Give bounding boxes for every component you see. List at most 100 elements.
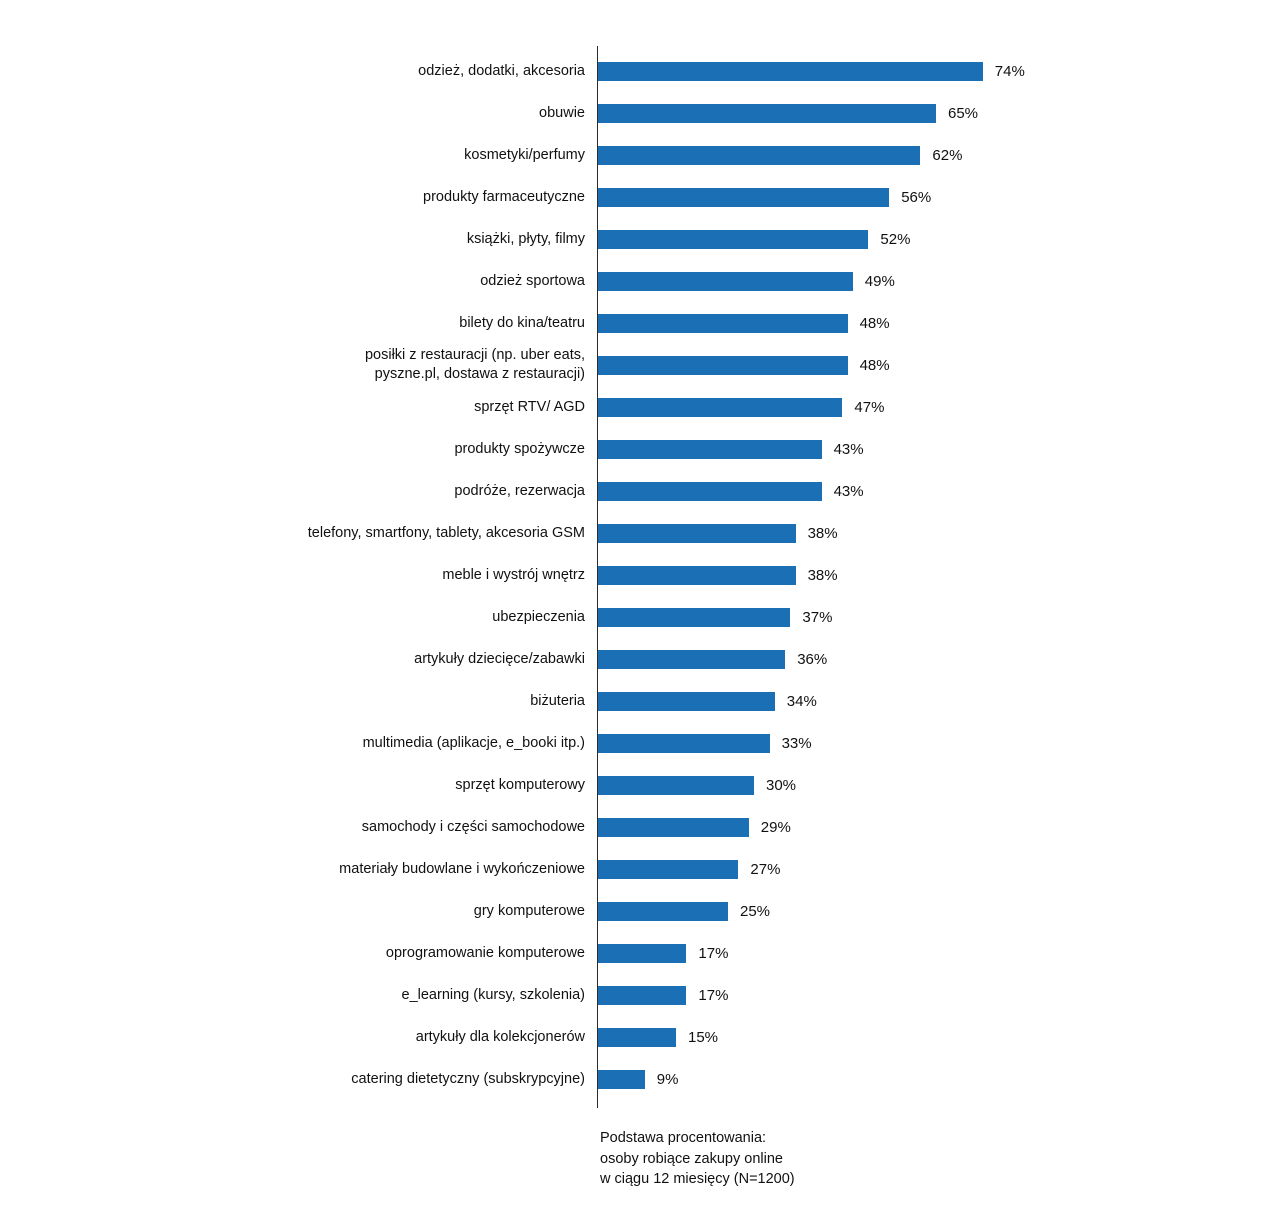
- chart-row: artykuły dziecięce/zabawki 36%: [0, 638, 1280, 680]
- value-label: 37%: [802, 608, 833, 626]
- chart-row: książki, płyty, filmy 52%: [0, 218, 1280, 260]
- bar-area: 15%: [598, 1016, 1280, 1058]
- chart-row: biżuteria 34%: [0, 680, 1280, 722]
- bar: [598, 817, 749, 837]
- value-label: 34%: [786, 692, 817, 710]
- bar-area: 48%: [598, 302, 1280, 344]
- bar: [598, 145, 921, 165]
- bar-area: 62%: [598, 134, 1280, 176]
- bar: [598, 313, 848, 333]
- bar-area: 17%: [598, 932, 1280, 974]
- bar: [598, 103, 936, 123]
- value-label: 17%: [698, 986, 729, 1004]
- bar-area: 38%: [598, 554, 1280, 596]
- bar-area: 52%: [598, 218, 1280, 260]
- bar: [598, 187, 890, 207]
- chart-row: obuwie 65%: [0, 92, 1280, 134]
- bar-area: 9%: [598, 1058, 1280, 1100]
- value-label: 27%: [750, 860, 781, 878]
- category-label: materiały budowlane i wykończeniowe: [339, 860, 585, 877]
- category-label: meble i wystrój wnętrz: [442, 566, 585, 583]
- bar: [598, 775, 754, 795]
- bar-area: 56%: [598, 176, 1280, 218]
- category-label: książki, płyty, filmy: [466, 230, 585, 247]
- bar-area: 25%: [598, 890, 1280, 932]
- value-label: 43%: [833, 482, 864, 500]
- chart-row: odzież, dodatki, akcesoria 74%: [0, 50, 1280, 92]
- bar-area: 43%: [598, 428, 1280, 470]
- chart-row: podróże, rezerwacja 43%: [0, 470, 1280, 512]
- value-label: 74%: [994, 62, 1025, 80]
- category-label: telefony, smartfony, tablety, akcesoria …: [307, 524, 585, 541]
- chart-rows: odzież, dodatki, akcesoria 74% obuwie 65…: [0, 50, 1280, 1100]
- bar: [598, 691, 775, 711]
- category-label: ubezpieczenia: [492, 608, 585, 625]
- category-label: biżuteria: [530, 692, 585, 709]
- bar-area: 65%: [598, 92, 1280, 134]
- bar-area: 36%: [598, 638, 1280, 680]
- value-label: 36%: [797, 650, 828, 668]
- chart-row: produkty spożywcze 43%: [0, 428, 1280, 470]
- category-label: artykuły dziecięce/zabawki: [414, 650, 585, 667]
- chart-row: produkty farmaceutyczne 56%: [0, 176, 1280, 218]
- bar-area: 27%: [598, 848, 1280, 890]
- category-label: samochody i części samochodowe: [361, 818, 585, 835]
- value-label: 48%: [859, 314, 890, 332]
- bar-area: 48%: [598, 344, 1280, 386]
- bar: [598, 859, 739, 879]
- category-label: bilety do kina/teatru: [459, 314, 585, 331]
- chart-row: meble i wystrój wnętrz 38%: [0, 554, 1280, 596]
- chart-row: sprzęt komputerowy 30%: [0, 764, 1280, 806]
- bar-area: 29%: [598, 806, 1280, 848]
- chart-row: catering dietetyczny (subskrypcyjne) 9%: [0, 1058, 1280, 1100]
- value-label: 30%: [766, 776, 797, 794]
- bar: [598, 733, 770, 753]
- chart-row: multimedia (aplikacje, e_booki itp.) 33%: [0, 722, 1280, 764]
- bar: [598, 943, 687, 963]
- chart-row: odzież sportowa 49%: [0, 260, 1280, 302]
- bar: [598, 271, 853, 291]
- category-label: obuwie: [539, 104, 585, 121]
- bar: [598, 481, 822, 501]
- bar-area: 17%: [598, 974, 1280, 1016]
- bar: [598, 355, 848, 375]
- value-label: 17%: [698, 944, 729, 962]
- bar: [598, 61, 983, 81]
- bar-area: 49%: [598, 260, 1280, 302]
- category-label: sprzęt komputerowy: [455, 776, 585, 793]
- chart-row: materiały budowlane i wykończeniowe 27%: [0, 848, 1280, 890]
- chart-row: sprzęt RTV/ AGD 47%: [0, 386, 1280, 428]
- chart-row: bilety do kina/teatru 48%: [0, 302, 1280, 344]
- bar: [598, 439, 822, 459]
- bar-area: 43%: [598, 470, 1280, 512]
- chart-row: artykuły dla kolekcjonerów 15%: [0, 1016, 1280, 1058]
- value-label: 65%: [948, 104, 979, 122]
- value-label: 33%: [781, 734, 812, 752]
- value-label: 62%: [932, 146, 963, 164]
- bar: [598, 649, 786, 669]
- chart-row: samochody i części samochodowe 29%: [0, 806, 1280, 848]
- category-label: odzież, dodatki, akcesoria: [418, 62, 585, 79]
- y-axis-line: [597, 46, 598, 1108]
- value-label: 47%: [854, 398, 885, 416]
- chart-row: oprogramowanie komputerowe 17%: [0, 932, 1280, 974]
- bar: [598, 565, 796, 585]
- bar-area: 74%: [598, 50, 1280, 92]
- category-label: multimedia (aplikacje, e_booki itp.): [362, 734, 585, 751]
- value-label: 25%: [740, 902, 771, 920]
- bar-area: 34%: [598, 680, 1280, 722]
- bar-chart: odzież, dodatki, akcesoria 74% obuwie 65…: [0, 46, 1280, 1188]
- bar: [598, 607, 791, 627]
- value-label: 52%: [880, 230, 911, 248]
- chart-row: kosmetyki/perfumy 62%: [0, 134, 1280, 176]
- category-label: posiłki z restauracji (np. uber eats, py…: [364, 347, 585, 382]
- chart-row: ubezpieczenia 37%: [0, 596, 1280, 638]
- chart-footnote: Podstawa procentowania: osoby robiące za…: [600, 1130, 795, 1188]
- category-label: e_learning (kursy, szkolenia): [401, 986, 585, 1003]
- bar: [598, 1027, 676, 1047]
- value-label: 43%: [833, 440, 864, 458]
- value-label: 56%: [901, 188, 932, 206]
- category-label: oprogramowanie komputerowe: [385, 944, 585, 961]
- bar: [598, 229, 869, 249]
- bar: [598, 523, 796, 543]
